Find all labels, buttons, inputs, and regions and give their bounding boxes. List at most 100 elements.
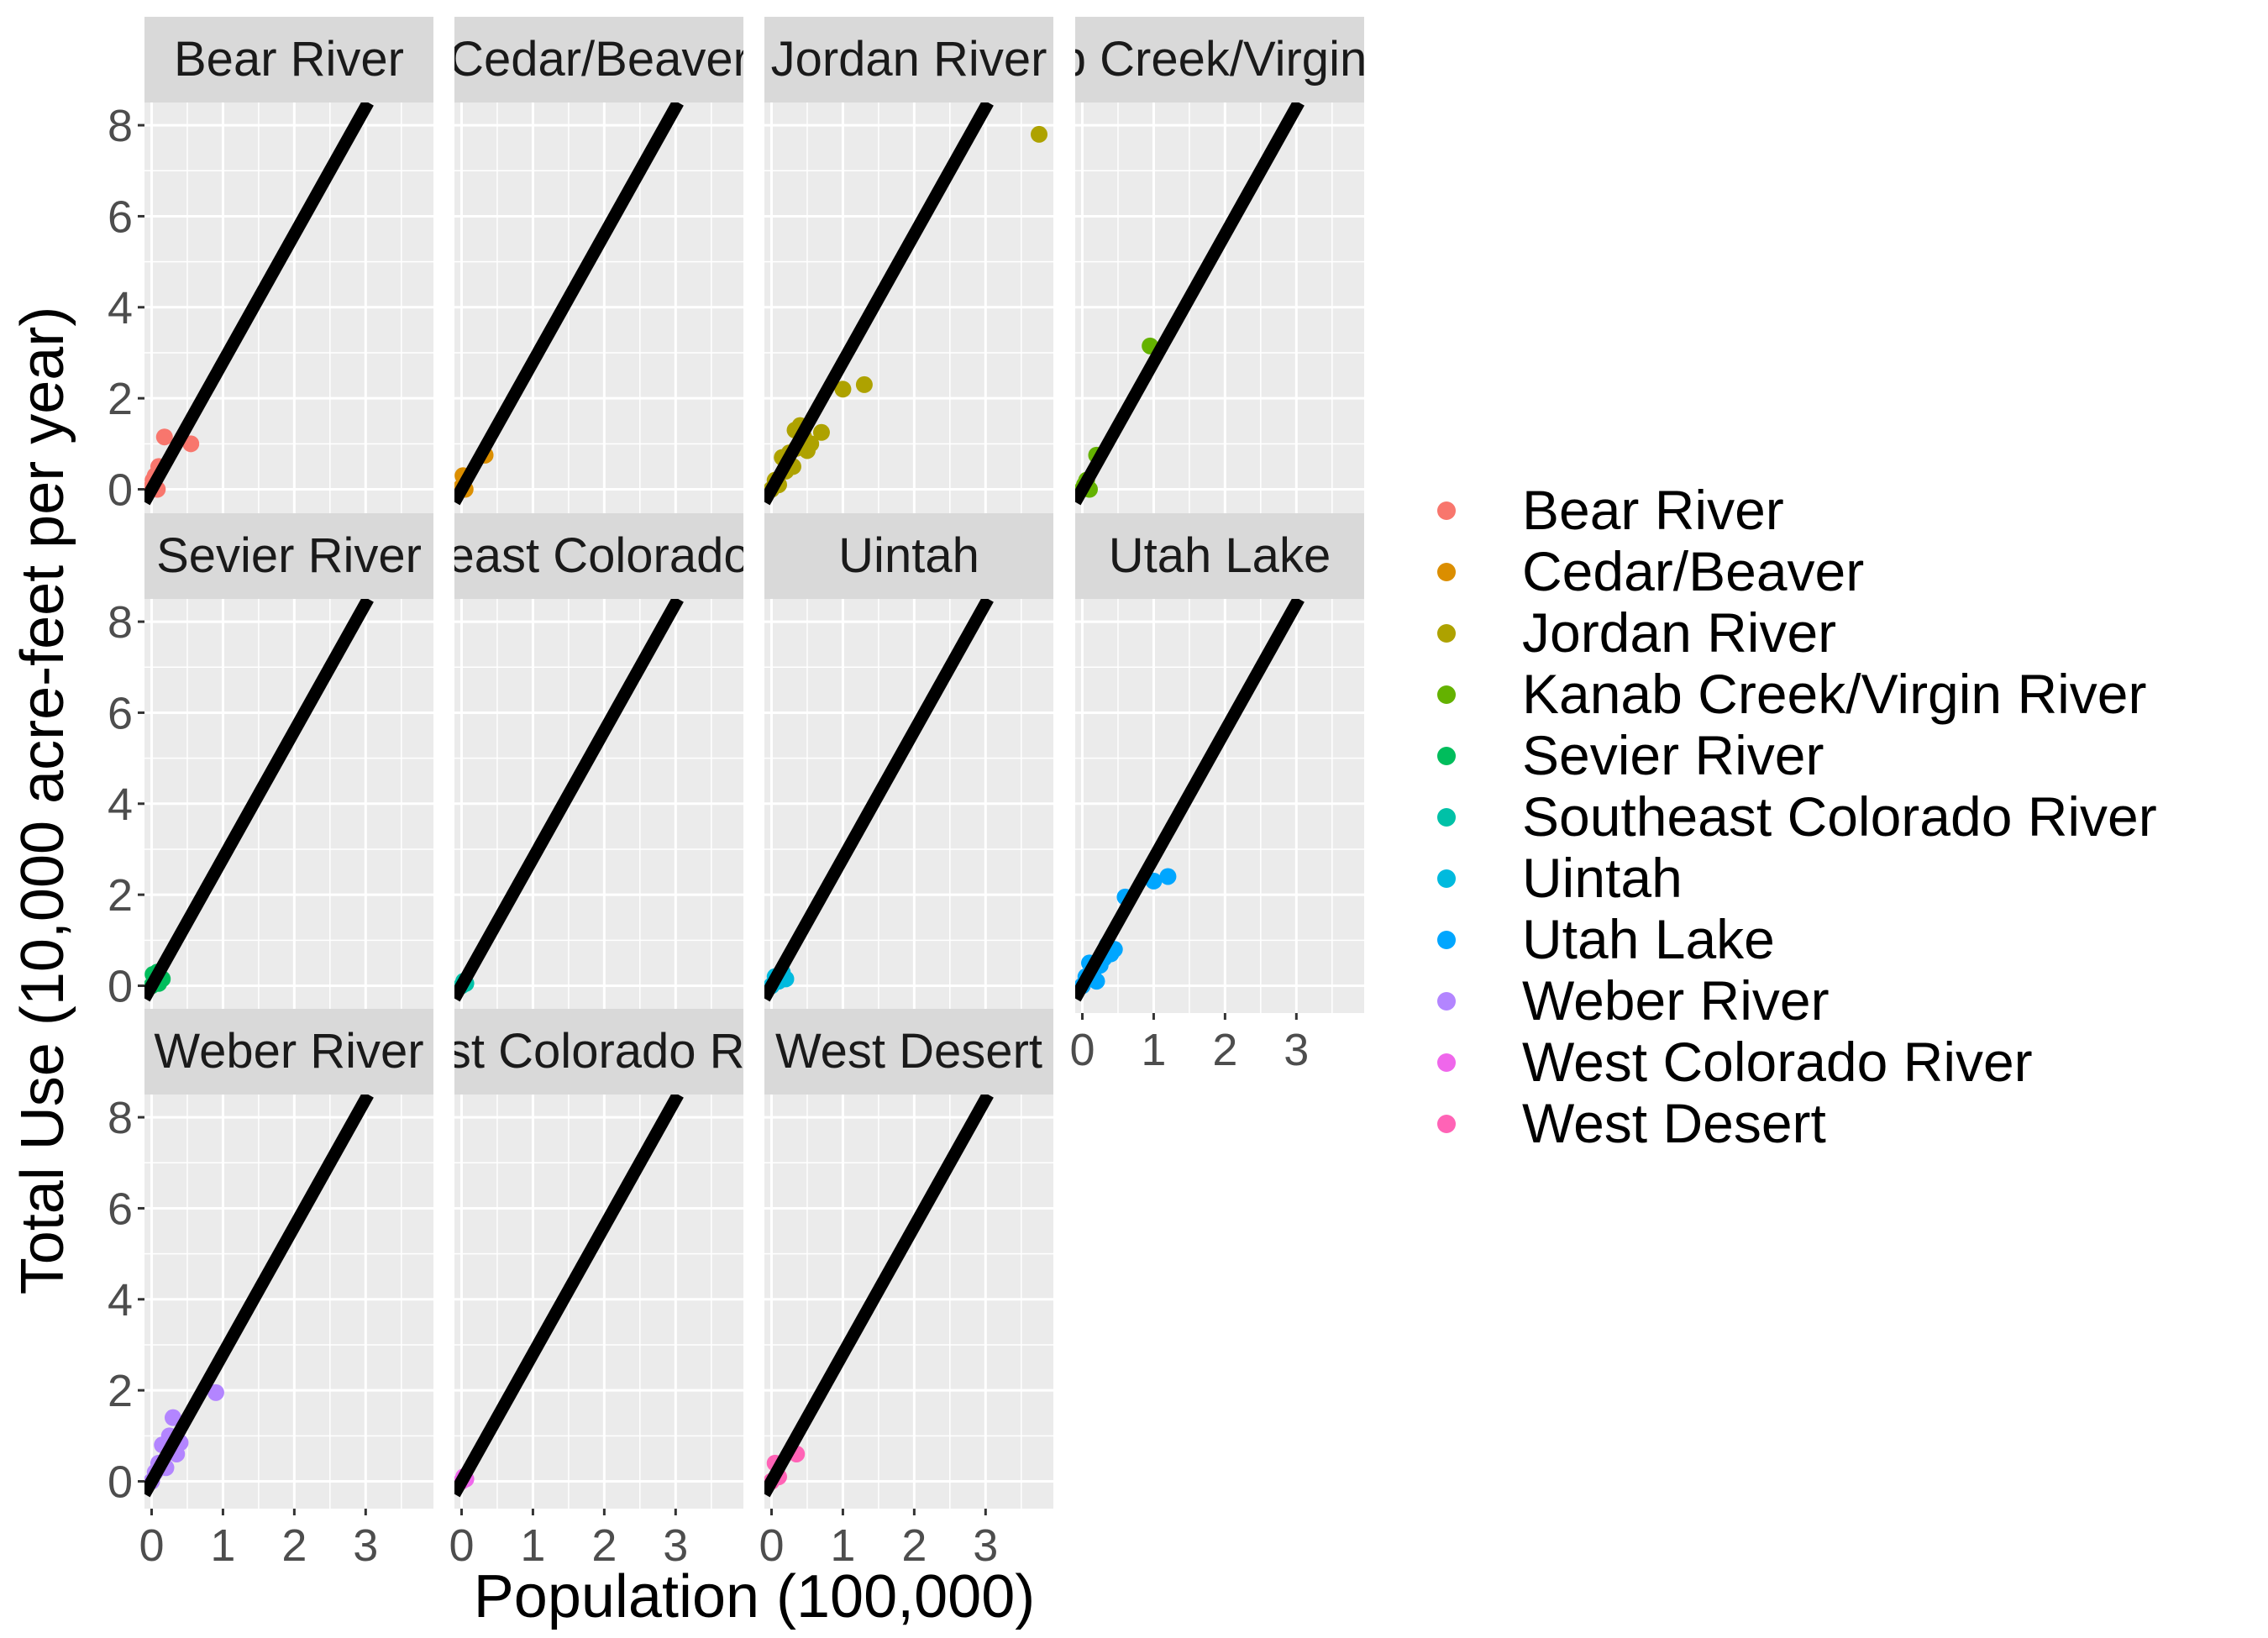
- x-tick-label: 1: [1141, 1025, 1166, 1075]
- panel-west-desert: West Desert: [764, 1009, 1053, 1509]
- x-tick-label: 3: [1284, 1025, 1309, 1075]
- legend-key: [1437, 1115, 1456, 1133]
- strip-background: [1075, 513, 1364, 599]
- legend-key: [1437, 563, 1456, 581]
- legend-item-weber-river: Weber River: [1437, 969, 1830, 1032]
- legend-label: Uintah: [1522, 847, 1683, 909]
- panel-jordan-river: Jordan River: [764, 17, 1053, 517]
- y-tick-label: 8: [108, 597, 133, 648]
- data-point: [1031, 125, 1048, 143]
- panel-weber-river: Weber River: [144, 1009, 433, 1509]
- y-tick-label: 0: [108, 1457, 133, 1507]
- panel-uintah: Uintah: [764, 513, 1053, 1013]
- y-tick-label: 2: [108, 1366, 133, 1416]
- reference-line: [454, 102, 684, 506]
- legend-key: [1437, 931, 1456, 949]
- legend-label: Sevier River: [1522, 724, 1824, 786]
- y-tick-label: 0: [108, 465, 133, 515]
- y-tick-label: 6: [108, 688, 133, 738]
- y-tick-label: 0: [108, 961, 133, 1011]
- x-tick-label: 2: [591, 1520, 617, 1571]
- y-tick-label: 6: [108, 1184, 133, 1234]
- panel-background: [764, 599, 1053, 1013]
- y-tick-label: 4: [108, 283, 133, 333]
- reference-line: [1075, 599, 1305, 1002]
- legend-item-kanab-creek-virgin-river: Kanab Creek/Virgin River: [1437, 663, 2146, 725]
- y-tick-label: 8: [108, 101, 133, 151]
- data-point: [164, 1409, 181, 1426]
- strip-label: Weber River: [154, 1024, 423, 1079]
- panel-data: [764, 1095, 994, 1498]
- legend-key: [1437, 501, 1456, 520]
- panel-data: [454, 599, 684, 1002]
- strip-label: Uintah: [838, 528, 979, 583]
- panel-data: [454, 1095, 684, 1498]
- data-point: [155, 428, 173, 446]
- panel-data: [144, 102, 374, 506]
- x-tick-label: 0: [759, 1520, 784, 1571]
- strip-background: [454, 1009, 743, 1095]
- data-point: [812, 423, 830, 441]
- panel-kanab-creek-virgin-river: Kanab Creek/Virgin River: [1075, 17, 1364, 517]
- strip-background: [144, 17, 433, 102]
- strip-label: Bear River: [174, 32, 404, 87]
- y-tick-label: 6: [108, 192, 133, 242]
- panel-background: [144, 1095, 433, 1509]
- legend-item-sevier-river: Sevier River: [1437, 724, 1824, 786]
- x-tick-label: 1: [520, 1520, 545, 1571]
- legend-key: [1437, 624, 1456, 643]
- reference-line: [454, 599, 684, 1002]
- panels: Bear River Cedar/Beaver Jordan RiverKanab …: [144, 17, 1364, 1509]
- reference-line: [1075, 102, 1305, 506]
- legend-label: Cedar/Beaver: [1522, 540, 1864, 602]
- legend-item-southeast-colorado-river: Southeast Colorado River: [1437, 785, 2157, 848]
- legend-key: [1437, 685, 1456, 704]
- panel-data: [144, 599, 374, 1002]
- y-tick-label: 4: [108, 780, 133, 830]
- panel-data: [1075, 102, 1305, 506]
- x-tick-label: 2: [901, 1520, 927, 1571]
- panel-southeast-colorado-river: Southeast Colorado River: [320, 513, 878, 1013]
- strip-background: [454, 17, 743, 102]
- legend-label: Bear River: [1522, 479, 1784, 541]
- panel-background: [1075, 102, 1364, 517]
- x-tick-label: 0: [1069, 1025, 1095, 1075]
- panel-data: [454, 102, 684, 506]
- strip-label: Cedar/Beaver: [449, 32, 749, 87]
- legend-key: [1437, 747, 1456, 765]
- panel-data: [144, 1095, 374, 1498]
- strip-background: [454, 513, 743, 599]
- panel-cedar-beaver: Cedar/Beaver: [449, 17, 749, 517]
- data-point: [855, 375, 873, 393]
- x-tick-label: 2: [281, 1520, 307, 1571]
- panel-data: [764, 599, 994, 1002]
- panel-west-colorado-river: West Colorado River: [454, 1009, 743, 1509]
- legend-key: [1437, 869, 1456, 888]
- strip-label: Sevier River: [156, 528, 422, 583]
- strip-background: [1075, 17, 1364, 102]
- data-point: [1159, 868, 1177, 885]
- y-tick-label: 2: [108, 870, 133, 921]
- reference-line: [764, 1095, 994, 1498]
- x-tick-label: 2: [1212, 1025, 1237, 1075]
- legend-item-west-colorado-river: West Colorado River: [1437, 1031, 2033, 1093]
- legend-item-jordan-river: Jordan River: [1437, 601, 1836, 664]
- legend-item-cedar-beaver: Cedar/Beaver: [1437, 540, 1864, 602]
- legend-key: [1437, 1053, 1456, 1072]
- legend-key: [1437, 808, 1456, 827]
- x-axis-title: Population (100,000): [474, 1563, 1036, 1630]
- strip-label: Utah Lake: [1109, 528, 1331, 583]
- panel-background: [144, 599, 433, 1013]
- reference-line: [764, 102, 994, 506]
- x-tick-label: 0: [139, 1520, 164, 1571]
- x-tick-label: 0: [449, 1520, 474, 1571]
- strip-label: Southeast Colorado River: [320, 528, 878, 583]
- legend-label: West Desert: [1522, 1092, 1826, 1154]
- panel-background: [454, 102, 743, 517]
- reference-line: [764, 599, 994, 1002]
- y-tick-label: 2: [108, 374, 133, 424]
- strip-label: West Desert: [775, 1024, 1042, 1079]
- panel-utah-lake: Utah Lake: [1075, 513, 1364, 1013]
